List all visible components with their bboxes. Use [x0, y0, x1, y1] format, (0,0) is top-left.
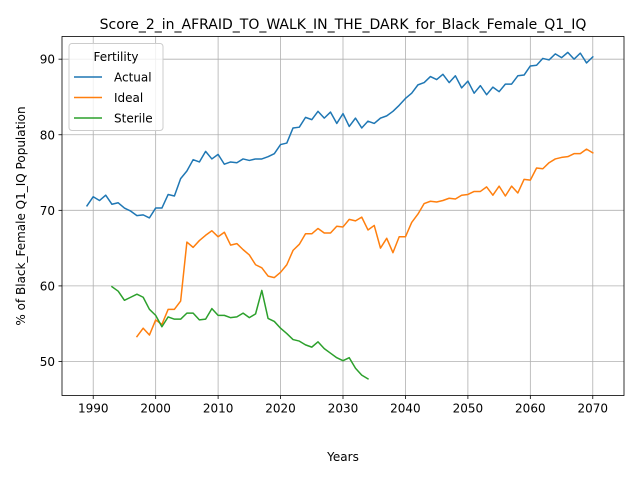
x-tick-label: 2030 [328, 402, 359, 416]
x-tick-label: 2040 [390, 402, 421, 416]
x-tick-label: 2070 [578, 402, 609, 416]
series-lines [85, 51, 594, 380]
chart-title: Score_2_in_AFRAID_TO_WALK_IN_THE_DARK_fo… [100, 17, 587, 33]
axis-ticks: 1990 2000 2010 2020 2030 2040 2050 2060 2070 50 60… [40, 53, 608, 416]
y-tick-label: 70 [40, 204, 55, 218]
x-tick-label: 2010 [203, 402, 234, 416]
x-axis-label: Years [326, 450, 359, 464]
y-tick-label: 50 [40, 355, 55, 369]
x-tick-label: 2050 [453, 402, 484, 416]
legend-label-ideal: Ideal [114, 91, 143, 105]
series-line-actual [85, 51, 594, 219]
grid [62, 36, 624, 396]
legend: Fertility Actual Ideal Sterile [68, 43, 164, 131]
x-tick-label: 2000 [140, 402, 171, 416]
legend-title: Fertility [93, 50, 138, 64]
y-tick-label: 60 [40, 279, 55, 293]
series-line-sterile [110, 285, 370, 380]
y-axis-label: % of Black_Female Q1_IQ Population [14, 106, 28, 325]
legend-label-sterile: Sterile [114, 112, 153, 126]
x-tick-label: 2020 [265, 402, 296, 416]
y-tick-label: 90 [40, 53, 55, 67]
x-tick-label: 1990 [78, 402, 109, 416]
x-tick-label: 2060 [515, 402, 546, 416]
legend-items: Actual Ideal Sterile [74, 71, 153, 126]
legend-label-actual: Actual [114, 71, 152, 85]
series-line-ideal [135, 148, 594, 338]
legend-box [68, 43, 164, 131]
y-tick-label: 80 [40, 128, 55, 142]
